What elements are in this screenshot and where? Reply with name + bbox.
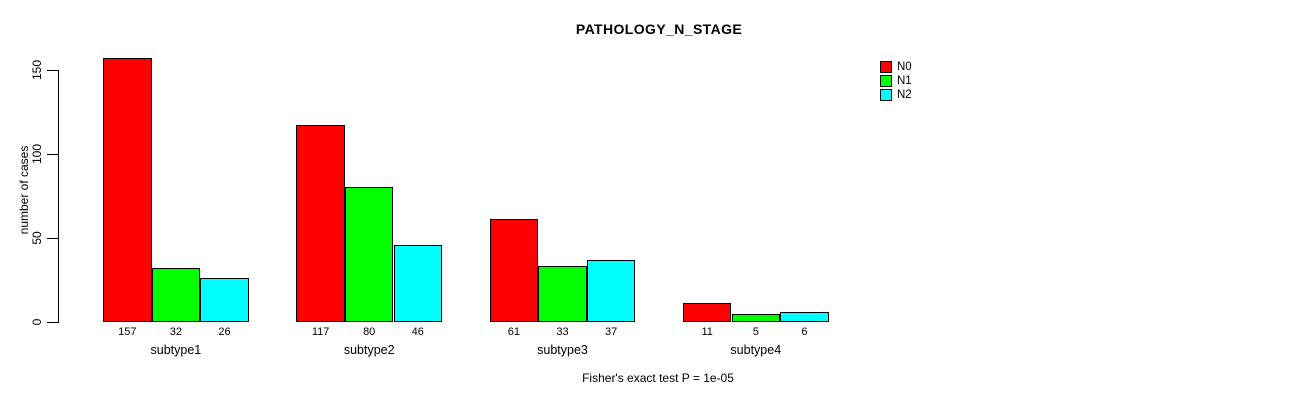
bar-value-label: 37 [604, 326, 618, 338]
bar-n2-subtype4 [780, 311, 829, 322]
legend-swatch-n2 [880, 89, 892, 101]
category-label: subtype1 [150, 343, 202, 357]
y-axis-tick-label: 0 [30, 318, 44, 326]
bar-n2-subtype3 [586, 259, 636, 322]
annotation-fisher-test: Fisher's exact test P = 1e-05 [582, 371, 734, 385]
bar-value-label: 5 [752, 326, 759, 338]
legend-item-n1: N1 [880, 74, 912, 88]
bar-value-label: 46 [411, 326, 424, 338]
legend-label: N1 [897, 75, 912, 87]
y-axis-tick [47, 69, 58, 71]
y-axis-tick [47, 153, 58, 155]
y-axis-tick-label: 150 [30, 59, 44, 80]
bar-n0-subtype1 [103, 57, 152, 322]
bar-value-label: 11 [701, 326, 713, 338]
bar-value-label: 33 [556, 326, 569, 338]
legend-item-n0: N0 [880, 60, 912, 74]
y-axis-tick [47, 237, 58, 239]
bar-n1-subtype3 [538, 266, 587, 322]
legend-swatch-n1 [880, 75, 892, 87]
y-axis-tick [47, 322, 58, 323]
bar-value-label: 26 [218, 326, 231, 338]
bar-n1-subtype1 [151, 268, 201, 322]
bar-n1-subtype4 [731, 313, 781, 322]
bar-value-label: 6 [801, 326, 808, 338]
y-axis-tick-label: 50 [30, 231, 44, 245]
chart-title: PATHOLOGY_N_STAGE [575, 21, 743, 37]
y-axis-line [58, 70, 59, 323]
legend-label: N0 [897, 61, 912, 73]
category-label: subtype3 [537, 343, 588, 357]
bar-value-label: 80 [363, 326, 376, 338]
bar-n1-subtype2 [344, 187, 394, 322]
y-axis-label: number of cases [17, 145, 31, 235]
bar-n0-subtype2 [296, 125, 345, 322]
bar-n2-subtype1 [200, 278, 249, 322]
bar-n2-subtype2 [393, 244, 443, 322]
bar-value-label: 32 [169, 326, 183, 338]
legend-label: N2 [897, 89, 912, 101]
category-label: subtype4 [730, 343, 782, 357]
y-axis-tick-label: 100 [30, 143, 44, 164]
legend-swatch-n0 [880, 61, 892, 73]
bar-value-label: 61 [507, 326, 521, 338]
bar-value-label: 157 [118, 326, 137, 338]
category-label: subtype2 [343, 343, 395, 357]
bar-value-label: 117 [311, 326, 330, 338]
bar-n0-subtype4 [682, 303, 732, 322]
bar-n0-subtype3 [489, 219, 539, 322]
legend: N0 N1 N2 [880, 60, 912, 102]
legend-item-n2: N2 [880, 88, 912, 102]
